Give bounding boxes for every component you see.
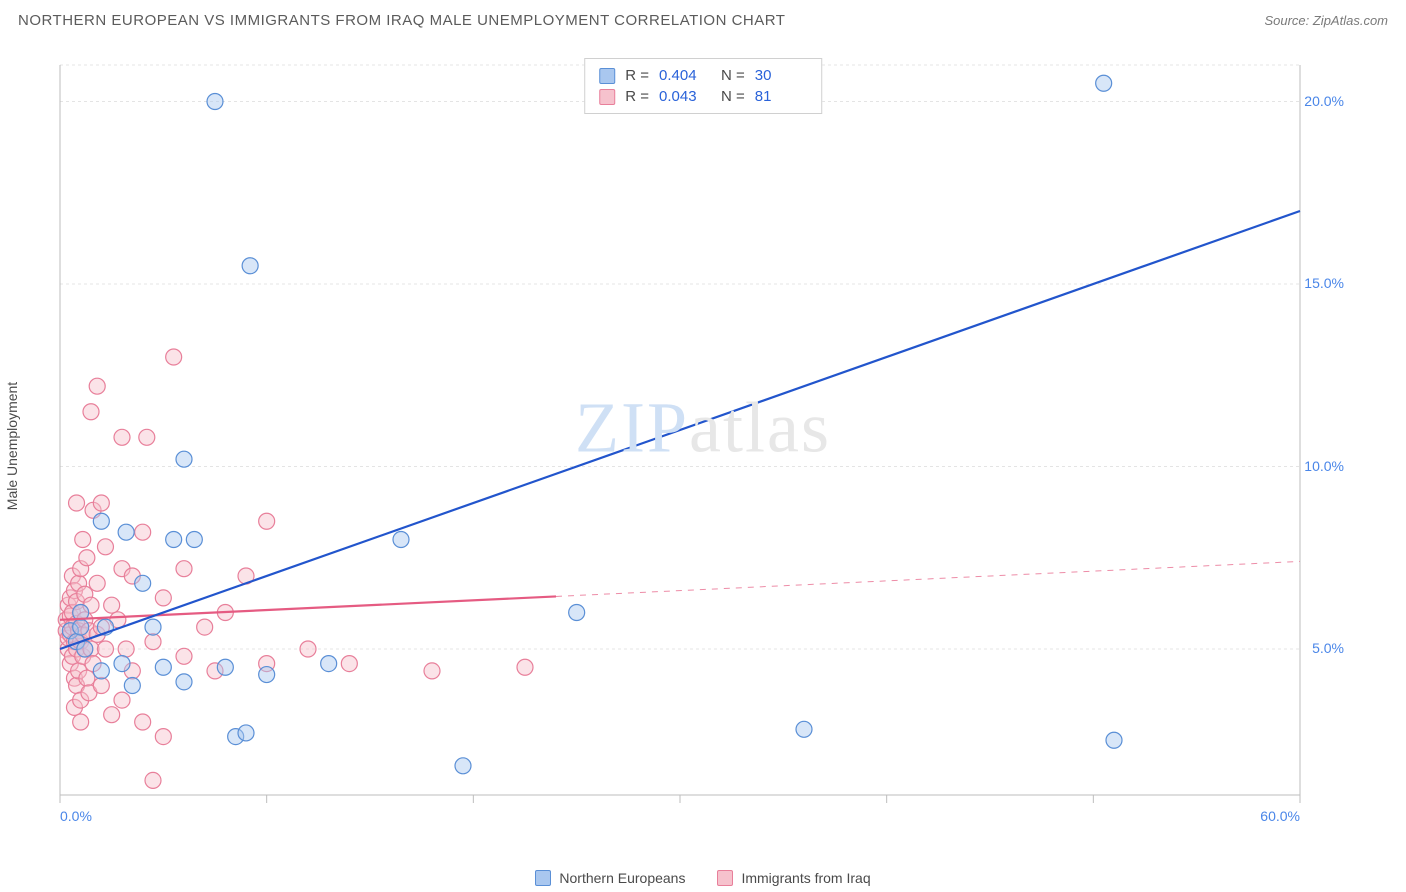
legend-r-label: R = bbox=[625, 67, 649, 84]
correlation-legend: R = 0.404 N = 30 R = 0.043 N = 81 bbox=[584, 58, 822, 114]
legend-swatch-blue bbox=[599, 68, 615, 84]
tick-label: 10.0% bbox=[1304, 458, 1344, 474]
series-legend: Northern Europeans Immigrants from Iraq bbox=[0, 870, 1406, 886]
tick-label: 20.0% bbox=[1304, 93, 1344, 109]
y-axis-label: Male Unemployment bbox=[4, 382, 20, 510]
legend-n-label-2: N = bbox=[721, 88, 745, 105]
legend-n-label: N = bbox=[721, 67, 745, 84]
plot-area bbox=[50, 55, 1350, 825]
legend-label-blue: Northern Europeans bbox=[559, 870, 685, 886]
chart-title: NORTHERN EUROPEAN VS IMMIGRANTS FROM IRA… bbox=[18, 12, 785, 29]
legend-r-blue: 0.404 bbox=[659, 67, 711, 84]
tick-label: 15.0% bbox=[1304, 275, 1344, 291]
legend-n-pink: 81 bbox=[755, 88, 807, 105]
legend-swatch-pink-2 bbox=[717, 870, 733, 886]
tick-label: 0.0% bbox=[60, 808, 92, 824]
legend-swatch-pink bbox=[599, 89, 615, 105]
tick-label: 5.0% bbox=[1312, 640, 1344, 656]
tick-label: 60.0% bbox=[1260, 808, 1300, 824]
legend-label-pink: Immigrants from Iraq bbox=[741, 870, 870, 886]
source-label: Source: ZipAtlas.com bbox=[1264, 13, 1388, 28]
legend-n-blue: 30 bbox=[755, 67, 807, 84]
legend-r-label-2: R = bbox=[625, 88, 649, 105]
legend-r-pink: 0.043 bbox=[659, 88, 711, 105]
legend-swatch-blue-2 bbox=[535, 870, 551, 886]
